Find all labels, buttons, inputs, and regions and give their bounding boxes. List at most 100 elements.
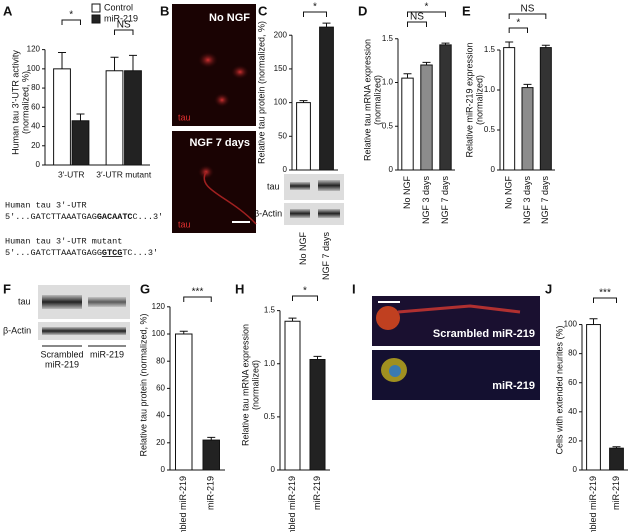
bar [202,439,220,471]
sig-label: * [69,10,73,21]
y-tick-label: 0 [573,465,578,474]
x-tick-label: Scrambled miR-219 [588,476,598,532]
x-tick-label: No NGF [298,232,308,266]
error-bar [179,330,188,334]
error-bar [110,56,119,71]
seq-title: Human tau 3′-UTR mutant [5,236,122,246]
panel-label: B [160,3,169,18]
y-tick-label: 40 [568,407,577,416]
sig-label: * [516,18,520,29]
bar [105,70,124,166]
sig-label: *** [599,288,611,299]
y-tick-label: 60 [568,378,577,387]
lane-label: miR-219 [45,359,79,369]
y-tick-label: 0 [161,465,166,474]
panel-label: H [235,281,244,296]
sig-bracket [508,27,528,33]
y-axis-label: Relative miR-219 expression [464,42,474,157]
seq-title: Human tau 3′-UTR [5,200,87,210]
y-tick-label: 20 [31,141,40,150]
y-tick-label: 100 [27,64,41,73]
x-tick-label: NGF 7 days [540,176,550,225]
sig-bracket [407,21,427,27]
y-tick-label: 0 [36,160,41,169]
blot-band [42,295,82,309]
seq-part: C...3′ [133,212,164,222]
cell [198,52,218,68]
sig-bracket [292,295,318,301]
bar [53,68,71,166]
neurite [203,171,257,225]
blot-label: β-Actin [3,325,31,335]
micrograph [172,131,256,233]
stain-label: tau [178,112,191,122]
x-tick-label: 3′-UTR mutant [96,169,152,179]
sig-label: * [303,286,307,297]
neurite [397,304,521,314]
y-tick-label: 0 [283,165,288,174]
x-tick-label: miR-219 [611,476,621,510]
y-axis-label: (normalized) [474,75,484,125]
image-label: No NGF [209,12,250,24]
x-tick-label: miR-219 [206,476,216,510]
y-axis-label: Cells with extended neurites (%) [554,325,564,454]
sig-label: * [313,2,317,13]
bar [71,120,90,166]
blot-label: β-Actin [254,208,282,218]
cell [214,93,230,107]
image-label: miR-219 [492,380,535,392]
bar [609,447,624,471]
bar [124,70,142,166]
sig-bracket [508,13,547,19]
y-tick-label: 20 [156,438,165,447]
error-bar [128,54,137,71]
y-tick-label: 100 [274,98,288,107]
panel-label: A [3,3,13,18]
y-tick-label: 40 [156,411,165,420]
error-bar [523,83,532,88]
y-tick-label: 60 [156,384,165,393]
legend-swatch [91,3,101,13]
error-bar [589,318,598,325]
blot-band [318,209,340,218]
y-axis-label: Relative tau protein (normalized, %) [256,21,266,164]
lane-label: miR-219 [90,349,124,359]
y-tick-label: 100 [564,320,578,329]
blot-band [318,180,340,191]
y-tick-label: 1.0 [484,85,496,94]
blot [284,203,344,225]
bar [586,324,601,471]
y-tick-label: 1.0 [264,359,276,368]
seq-site: GTCG [102,248,122,258]
error-bar [541,44,550,48]
panel-label: C [258,3,268,18]
bar [175,333,193,471]
y-tick-label: 0 [271,465,276,474]
bar [439,44,452,171]
seq-part: 5′...GATCTTAAATGAGG [5,248,102,258]
sig-label: NS [117,20,131,31]
y-tick-label: 80 [31,83,40,92]
blot-band [290,182,310,190]
y-axis-label: (normalized) [372,75,382,125]
x-tick-label: 3′-UTR [58,169,85,179]
blot-label: tau [267,181,280,191]
legend-swatch [91,14,101,24]
sig-label: NS [410,12,424,23]
seq: 5′...GATCTTAAATGAGGGTCGTC...3′ [5,248,158,258]
error-bar [612,446,621,449]
bar [319,26,334,171]
y-tick-label: 0.5 [382,121,394,130]
y-tick-label: 40 [31,122,40,131]
x-tick-label: miR-219 [312,476,322,510]
x-tick-label: Scrambled miR-219 [178,476,188,532]
sig-bracket [183,296,212,302]
sig-bracket [407,11,446,17]
nucleus [389,365,401,377]
blot-band [42,327,126,335]
y-tick-label: 200 [274,30,288,39]
bar [401,77,414,171]
bar [309,359,326,471]
sig-bracket [114,29,134,35]
